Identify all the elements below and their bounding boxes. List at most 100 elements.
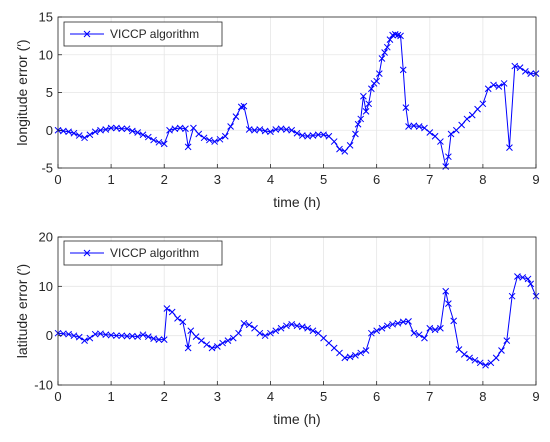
data-point-marker — [352, 352, 359, 359]
data-point-marker — [373, 77, 381, 85]
data-point-marker — [118, 125, 126, 133]
data-point-marker — [144, 133, 152, 141]
data-point-marker — [437, 324, 444, 332]
data-point-marker — [362, 347, 370, 354]
x-tick-label: 1 — [107, 172, 114, 187]
data-point-marker — [160, 336, 168, 343]
data-point-marker — [91, 330, 99, 338]
x-tick-label: 6 — [373, 172, 380, 187]
data-point-marker — [474, 105, 481, 113]
data-point-marker — [346, 353, 354, 361]
data-point-marker — [298, 323, 306, 331]
data-point-marker — [445, 300, 452, 307]
data-point-marker — [174, 315, 181, 322]
data-point-marker — [267, 128, 274, 136]
x-tick-label: 9 — [532, 389, 539, 404]
series-layer — [54, 273, 540, 369]
y-tick-label: 0 — [46, 123, 53, 138]
data-point-marker — [184, 344, 192, 352]
data-point-marker — [368, 85, 375, 93]
y-tick-label: 5 — [46, 85, 53, 100]
data-point-marker — [139, 131, 147, 139]
data-point-marker — [373, 327, 381, 335]
data-point-marker — [166, 126, 173, 134]
data-point-marker — [383, 43, 391, 51]
data-point-marker — [150, 136, 157, 144]
plot-frame — [57, 236, 537, 386]
data-point-marker — [187, 327, 195, 335]
data-point-marker — [208, 344, 216, 352]
x-tick-label: 2 — [161, 389, 168, 404]
data-point-marker — [479, 100, 487, 108]
data-point-marker — [455, 346, 463, 353]
data-point-marker — [426, 129, 434, 136]
y-tick-label: 15 — [39, 10, 53, 25]
data-point-marker — [134, 333, 142, 341]
legend: VICCP algorithm — [63, 240, 223, 266]
data-point-marker — [86, 334, 94, 342]
legend-label: VICCP algorithm — [110, 246, 199, 260]
data-point-marker — [277, 324, 285, 332]
data-point-marker — [118, 332, 126, 340]
data-point-marker — [471, 356, 479, 364]
data-point-marker — [97, 330, 104, 338]
data-point-marker — [426, 324, 434, 332]
data-point-marker — [221, 132, 229, 140]
data-point-marker — [195, 130, 203, 138]
data-point-marker — [506, 144, 513, 151]
data-point-marker — [213, 343, 221, 350]
y-axis-label: latitude error (′) — [14, 264, 30, 358]
data-point-marker — [381, 49, 388, 56]
data-point-marker — [70, 332, 78, 340]
x-tick-label: 0 — [54, 172, 61, 187]
data-point-marker — [232, 113, 240, 121]
x-tick-label: 6 — [373, 389, 380, 404]
x-tick-label: 8 — [479, 389, 486, 404]
data-point-marker — [267, 329, 274, 337]
data-point-marker — [524, 275, 532, 283]
x-tick-label: 2 — [161, 172, 168, 187]
x-tick-label: 4 — [267, 172, 274, 187]
data-point-marker — [320, 334, 327, 342]
data-point-marker — [304, 132, 311, 140]
data-point-marker — [421, 334, 428, 342]
x-tick-label: 4 — [267, 389, 274, 404]
data-point-marker — [192, 333, 200, 341]
y-tick-label: 10 — [39, 279, 53, 294]
data-point-marker — [206, 136, 213, 144]
data-point-marker — [123, 332, 131, 340]
data-point-marker — [336, 349, 343, 357]
data-point-marker — [314, 131, 322, 139]
data-point-marker — [498, 347, 505, 354]
data-point-marker — [256, 329, 264, 337]
data-point-marker — [508, 292, 516, 300]
x-tick-label: 0 — [54, 389, 61, 404]
data-point-marker — [431, 132, 439, 140]
data-point-marker — [476, 359, 484, 367]
data-point-marker — [360, 92, 367, 100]
data-point-marker — [405, 123, 412, 130]
data-point-marker — [522, 68, 529, 75]
data-point-marker — [410, 122, 418, 130]
legend: VICCP algorithm — [63, 21, 223, 47]
data-point-marker — [490, 81, 497, 89]
data-point-marker — [447, 130, 455, 138]
data-point-marker — [346, 141, 354, 149]
data-point-marker — [293, 322, 301, 330]
data-point-marker — [437, 138, 444, 145]
x-tick-label: 9 — [532, 172, 539, 187]
y-tick-label: 20 — [39, 230, 53, 245]
data-point-marker — [288, 320, 296, 328]
data-point-marker — [514, 273, 521, 280]
data-point-marker — [362, 108, 370, 115]
data-point-marker — [113, 124, 120, 132]
data-point-marker — [75, 132, 83, 139]
data-point-marker — [463, 115, 471, 123]
data-point-marker — [245, 126, 253, 133]
data-point-marker — [59, 127, 67, 135]
data-point-marker — [492, 354, 500, 362]
